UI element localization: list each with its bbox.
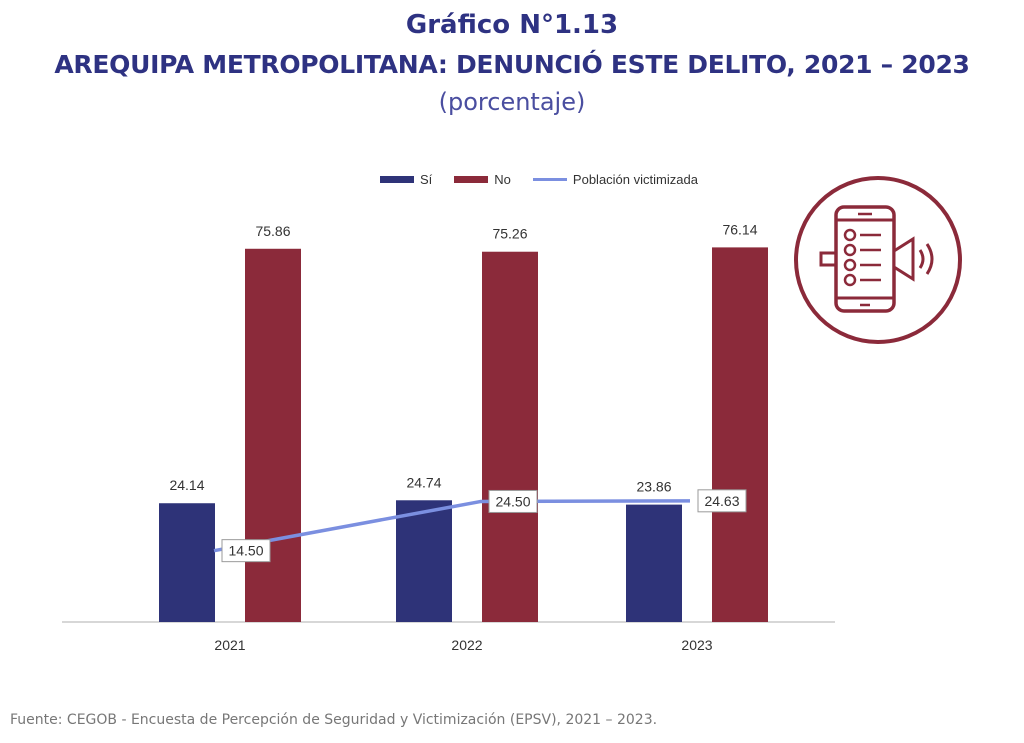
bar-si-2021 bbox=[159, 503, 215, 622]
line-label-2022: 24.50 bbox=[495, 493, 530, 509]
bar-si-2023 bbox=[626, 504, 682, 622]
bar-no-2021 bbox=[245, 248, 301, 622]
source-note: Fuente: CEGOB - Encuesta de Percepción d… bbox=[10, 712, 658, 728]
data-label-si-2022: 24.74 bbox=[406, 474, 441, 490]
chart-unit: (porcentaje) bbox=[438, 88, 586, 116]
line-label-2021: 14.50 bbox=[228, 543, 263, 559]
chart-title: Gráfico N°1.13 bbox=[405, 10, 619, 40]
phone-megaphone-icon bbox=[794, 176, 962, 344]
legend-swatch-no bbox=[454, 176, 489, 183]
bar-si-2022 bbox=[396, 500, 452, 622]
bar-no-2023 bbox=[712, 247, 768, 622]
data-label-si-2021: 24.14 bbox=[169, 477, 204, 493]
legend-swatch-line bbox=[532, 178, 567, 181]
legend-label-no: No bbox=[494, 172, 511, 187]
legend: Sí No Población victimizada bbox=[380, 172, 720, 187]
x-tick-label-2022: 2022 bbox=[451, 637, 482, 653]
x-tick-label-2023: 2023 bbox=[681, 637, 712, 653]
data-label-no-2022: 75.26 bbox=[492, 226, 527, 242]
data-label-no-2021: 75.86 bbox=[255, 223, 290, 239]
x-tick-label-2021: 2021 bbox=[214, 637, 245, 653]
line-label-box-2023 bbox=[697, 489, 747, 513]
line-label-box-2021 bbox=[221, 539, 271, 563]
line-label-box-2022 bbox=[488, 489, 538, 513]
line-label-2023: 24.63 bbox=[704, 493, 739, 509]
chart-subtitle: AREQUIPA METROPOLITANA: DENUNCIÓ ESTE DE… bbox=[54, 50, 970, 79]
legend-label-line: Población victimizada bbox=[572, 172, 698, 187]
data-label-no-2023: 76.14 bbox=[722, 221, 757, 237]
legend-item-si: Sí bbox=[380, 172, 432, 187]
legend-item-no: No bbox=[454, 172, 511, 187]
legend-item-line: Población victimizada bbox=[532, 172, 698, 187]
legend-swatch-si bbox=[380, 176, 414, 183]
legend-label-si: Sí bbox=[420, 172, 433, 187]
bar-no-2022 bbox=[482, 251, 538, 622]
line-poblacion-victimizada bbox=[213, 499, 691, 553]
data-label-si-2023: 23.86 bbox=[636, 479, 671, 495]
